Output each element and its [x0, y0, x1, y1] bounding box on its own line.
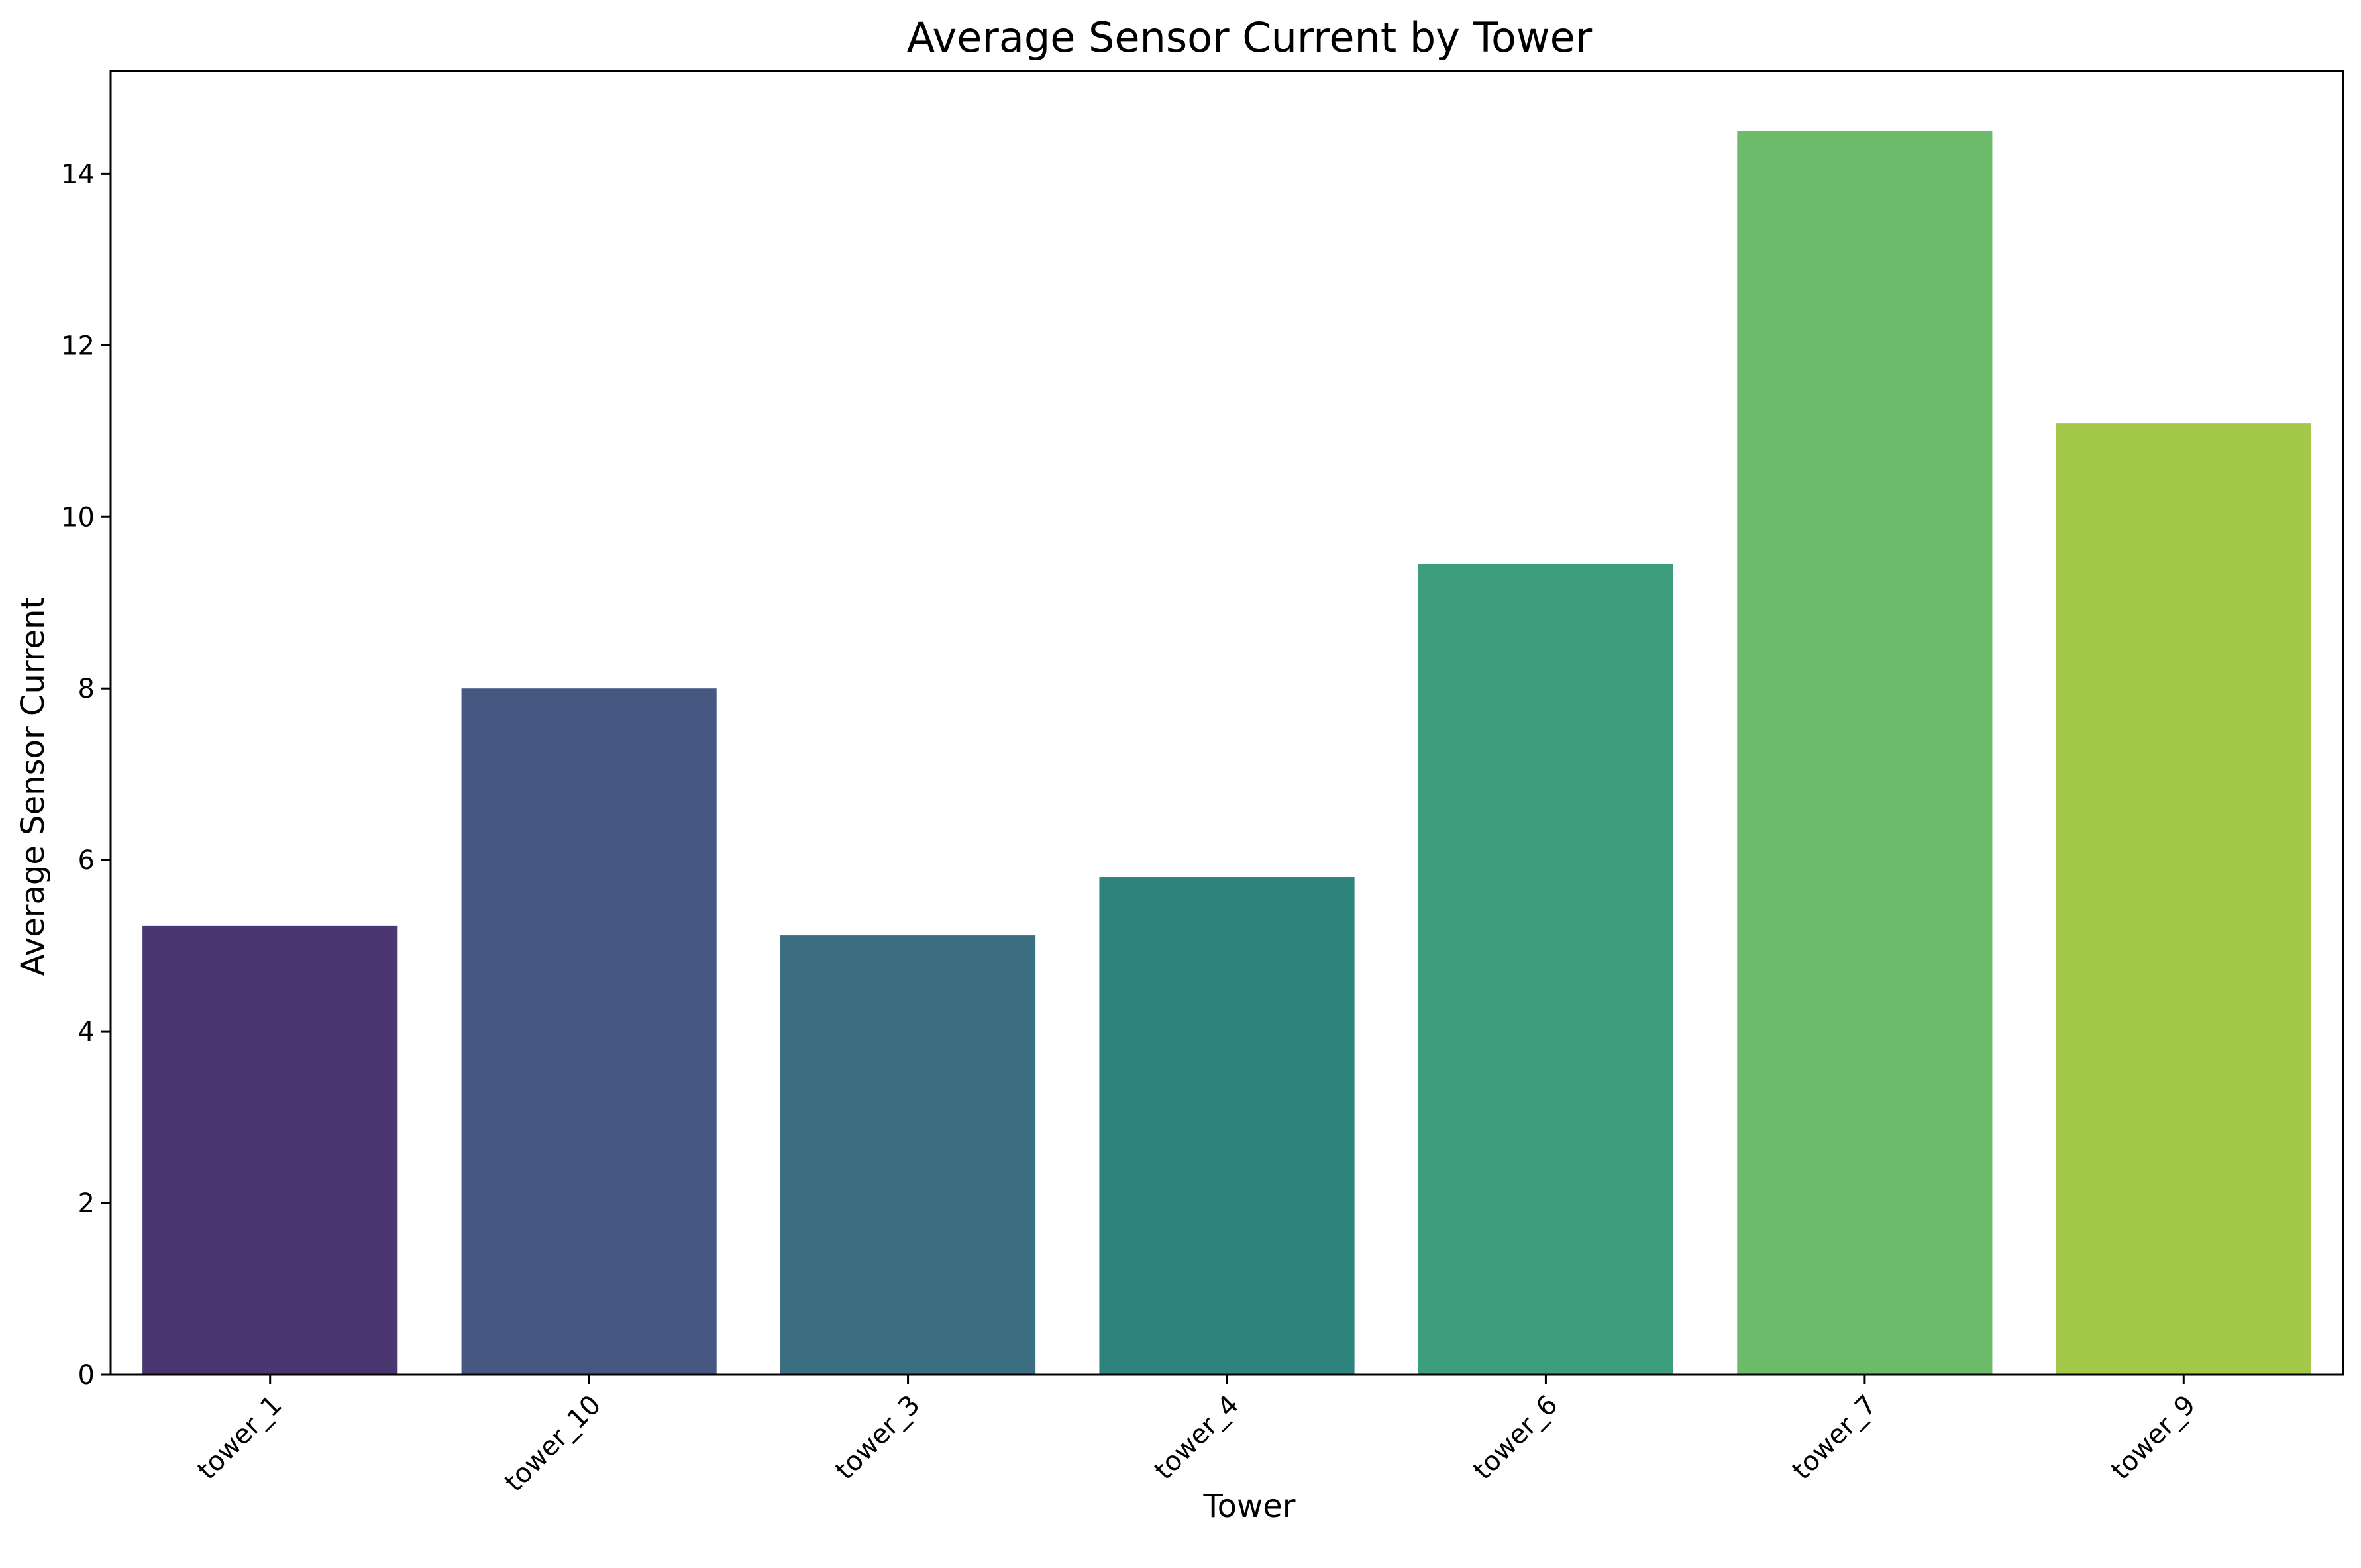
bar-tower_9: [2056, 423, 2311, 1375]
y-axis-ticks: 0 2 4 6 8 10 12 14: [61, 159, 111, 1390]
y-tick-label: 8: [78, 674, 95, 704]
x-tick-label: tower_9: [2105, 1390, 2201, 1486]
x-tick-label: tower_10: [499, 1390, 607, 1498]
x-tick-label: tower_7: [1787, 1390, 1883, 1486]
bar-tower_6: [1418, 564, 1673, 1375]
y-tick-label: 0: [78, 1360, 95, 1390]
plot-frame: [109, 70, 2344, 1376]
y-axis-label: Average Sensor Current: [15, 597, 52, 976]
y-tick-label: 4: [78, 1017, 95, 1047]
y-tick-label: 6: [78, 845, 95, 876]
x-tick-label: tower_4: [1149, 1390, 1245, 1486]
bar-tower_4: [1099, 877, 1355, 1375]
x-axis-label: Tower: [1202, 1488, 1295, 1525]
bar-tower_7: [1737, 131, 1993, 1375]
y-tick-label: 14: [61, 159, 95, 189]
y-tick-label: 2: [78, 1188, 95, 1219]
y-tick-label: 12: [61, 331, 95, 361]
chart-title: Average Sensor Current by Tower: [907, 13, 1593, 62]
x-tick-label: tower_1: [192, 1390, 288, 1486]
bars-group: [142, 131, 2311, 1375]
y-tick-label: 10: [61, 502, 95, 533]
bar-tower_10: [461, 688, 717, 1375]
bar-tower_3: [780, 935, 1036, 1375]
x-tick-label: tower_3: [829, 1390, 925, 1486]
x-axis-ticks: tower_1 tower_10 tower_3 tower_4 tower_6 towe…: [192, 1375, 2201, 1498]
bar-tower_1: [142, 925, 398, 1375]
x-tick-label: tower_6: [1467, 1390, 1563, 1486]
